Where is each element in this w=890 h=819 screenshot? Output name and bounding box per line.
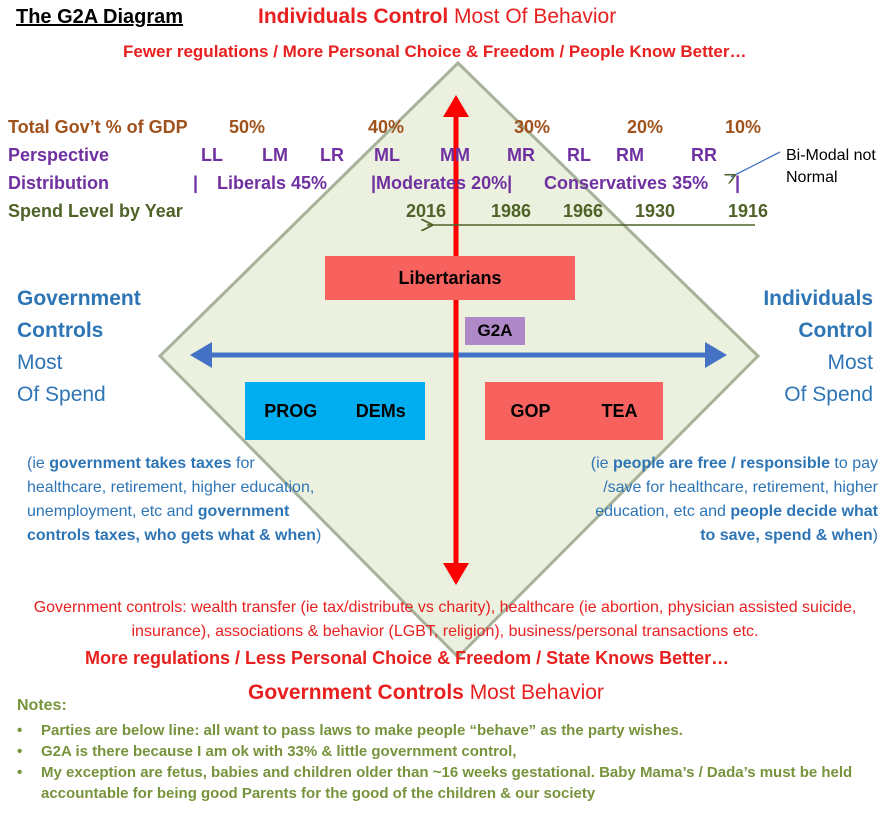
left-side-line2: Controls — [17, 319, 104, 342]
vertical-double-arrow — [443, 95, 469, 585]
left-side-line3: Most — [17, 351, 63, 374]
spend-year: 1966 — [563, 201, 604, 221]
libertarians-label: Libertarians — [398, 267, 502, 288]
left-para-text: (ie — [27, 455, 50, 472]
bimodal-callout: Bi-Modal not Normal — [786, 147, 876, 186]
bottom-heading-bold: Government Controls — [248, 681, 464, 704]
gdp-value: 20% — [627, 117, 664, 137]
g2a-box: G2A — [465, 317, 525, 345]
right-para-bold: people are free / responsible — [613, 455, 830, 472]
left-side-line4: Of Spend — [17, 383, 106, 406]
perspective-value: MR — [507, 145, 535, 165]
libertarians-box: Libertarians — [325, 256, 575, 300]
notes-title: Notes: — [17, 697, 67, 714]
left-paragraph: (ie government takes taxes for healthcar… — [27, 452, 327, 548]
right-side-line4: Of Spend — [784, 383, 873, 406]
gdp-value: 50% — [229, 117, 266, 137]
spend-year: 1986 — [491, 201, 532, 221]
top-subheading: Fewer regulations / More Personal Choice… — [123, 42, 747, 61]
distribution-pipe: | — [735, 173, 741, 193]
diagram-title: The G2A Diagram — [16, 6, 184, 28]
right-para-text: (ie — [590, 455, 613, 472]
perspective-value: RR — [691, 145, 717, 165]
distribution-conservatives: Conservatives 35% — [544, 173, 709, 193]
right-para-text: ) — [872, 527, 878, 544]
left-para-text: ) — [315, 527, 322, 544]
right-paragraph: (ie people are free / responsible to pay… — [578, 452, 878, 548]
bottom-subheading: More regulations / Less Personal Choice … — [85, 648, 730, 668]
gop-tea-box: GOP TEA — [485, 382, 663, 440]
perspective-value: LL — [201, 145, 223, 165]
distribution-row-label: Distribution — [8, 173, 109, 193]
right-side-line2: Control — [798, 319, 873, 342]
gdp-value: 10% — [725, 117, 762, 137]
note-item: My exception are fetus, babies and child… — [17, 762, 877, 804]
left-para-bold: government takes taxes — [49, 455, 232, 472]
prog-dems-box: PROG DEMs — [245, 382, 425, 440]
top-heading-bold: Individuals Control — [258, 5, 449, 28]
right-para-text: to pay /save for healthcare, retirement,… — [595, 455, 878, 520]
right-side-line1: Individuals — [763, 287, 873, 310]
right-side-label: Individuals Control Most Of Spend — [700, 283, 873, 411]
top-heading: Individuals Control Most Of Behavior — [258, 5, 616, 29]
perspective-value: RL — [567, 145, 591, 165]
spend-row-label: Spend Level by Year — [8, 201, 183, 221]
distribution-pipe: | — [193, 173, 199, 193]
g2a-label: G2A — [477, 321, 513, 340]
spend-year: 2016 — [406, 201, 447, 221]
perspective-value: MM — [440, 145, 470, 165]
bottom-heading: Government Controls Most Behavior — [248, 681, 604, 705]
right-side-line3: Most — [827, 351, 873, 374]
bottom-heading-rest: Most Behavior — [463, 681, 604, 704]
perspective-value: RM — [616, 145, 644, 165]
perspective-value: ML — [374, 145, 400, 165]
distribution-moderates: |Moderates 20%| — [371, 173, 513, 193]
spend-year: 1916 — [728, 201, 769, 221]
perspective-value: LM — [262, 145, 288, 165]
note-item: Parties are below line: all want to pass… — [17, 720, 877, 741]
gdp-value: 30% — [514, 117, 551, 137]
left-para-text: for healthcare, retirement, higher educa… — [27, 455, 315, 520]
left-side-line1: Government — [17, 287, 141, 310]
left-side-label: Government Controls Most Of Spend — [17, 283, 141, 411]
left-para-bold: government controls taxes, who gets what… — [27, 503, 316, 544]
bimodal-callout-arrow — [731, 151, 781, 177]
right-para-bold: people decide what to save, spend & when — [700, 503, 878, 544]
tea-label: TEA — [601, 400, 638, 421]
notes-list: Parties are below line: all want to pass… — [17, 720, 877, 804]
perspective-row-label: Perspective — [8, 145, 110, 165]
gop-label: GOP — [510, 400, 551, 421]
gdp-value: 40% — [368, 117, 405, 137]
note-item: G2A is there because I am ok with 33% & … — [17, 741, 877, 762]
prog-label: PROG — [264, 400, 318, 421]
dems-label: DEMs — [355, 400, 406, 421]
spend-year: 1930 — [635, 201, 676, 221]
perspective-value: LR — [320, 145, 344, 165]
gdp-row-label: Total Gov’t % of GDP — [8, 117, 188, 137]
distribution-liberals: Liberals 45% — [217, 173, 328, 193]
government-controls-text: Government controls: wealth transfer (ie… — [33, 599, 857, 640]
top-heading-rest: Most Of Behavior — [448, 5, 617, 28]
g2a-diamond — [157, 60, 761, 660]
